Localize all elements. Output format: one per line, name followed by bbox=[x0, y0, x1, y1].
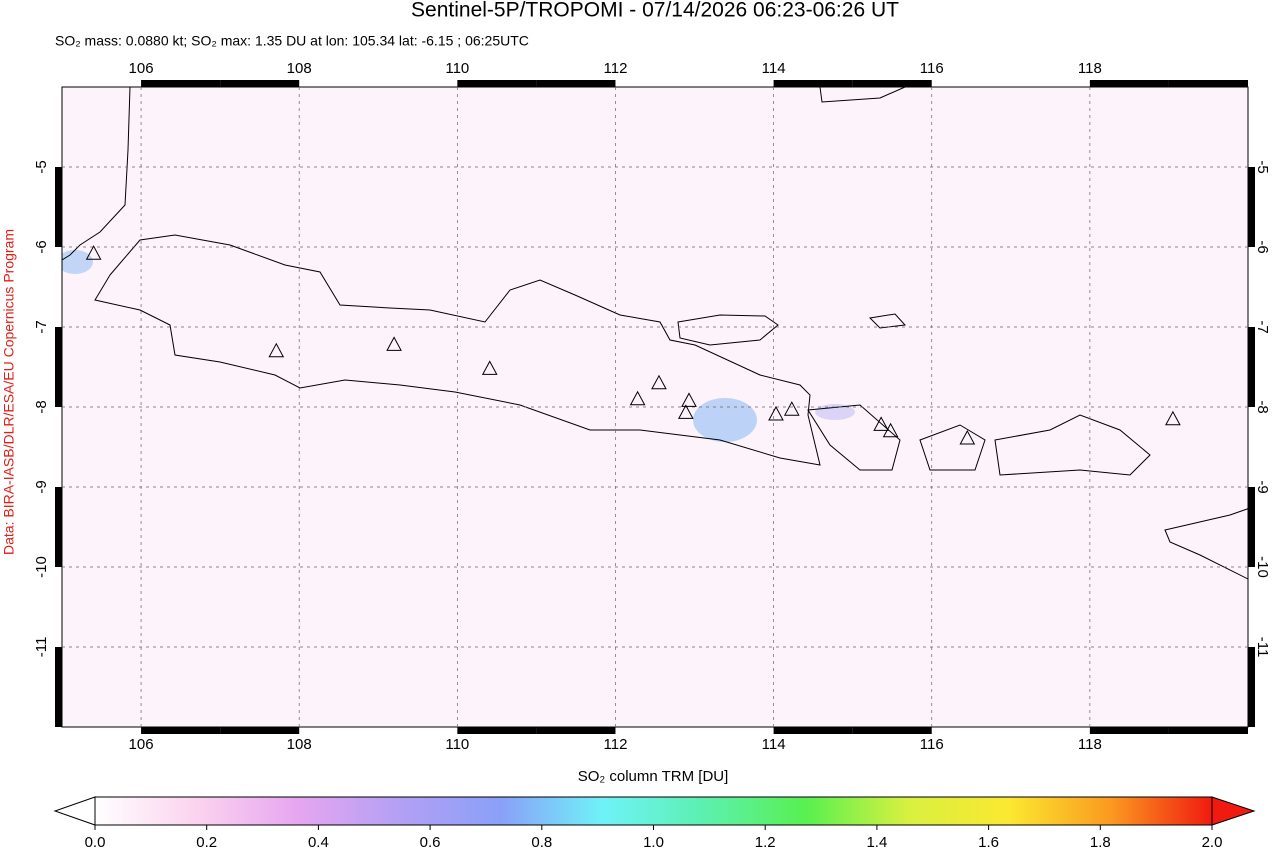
frame-band bbox=[55, 167, 62, 247]
y-tick-label: -8 bbox=[33, 400, 50, 413]
coastline bbox=[62, 87, 131, 261]
colorbar-under bbox=[53, 796, 96, 826]
colorbar-tick-label: 1.4 bbox=[866, 834, 887, 851]
frame-band bbox=[141, 727, 221, 734]
frame-band bbox=[220, 727, 300, 734]
volcano bbox=[677, 404, 694, 419]
map-layer bbox=[62, 87, 1248, 580]
y-tick-label: -5 bbox=[33, 160, 50, 173]
volcano bbox=[959, 429, 976, 445]
colorbar-tick-label: 1.0 bbox=[643, 834, 664, 851]
volcano bbox=[386, 336, 402, 351]
volcano bbox=[268, 342, 285, 358]
y-tick-label: -10 bbox=[1254, 556, 1271, 578]
coastline bbox=[1164, 508, 1248, 580]
frame-band bbox=[55, 327, 62, 407]
coastline bbox=[677, 314, 779, 346]
volcano bbox=[481, 360, 498, 375]
frame-band bbox=[852, 727, 932, 734]
frame-band bbox=[536, 727, 616, 734]
coastline bbox=[868, 313, 907, 329]
x-tick-label: 112 bbox=[604, 60, 628, 77]
x-tick-label: 110 bbox=[445, 60, 469, 77]
x-tick-label: 118 bbox=[1078, 736, 1102, 753]
x-tick-label: 108 bbox=[287, 736, 312, 753]
frame-band bbox=[773, 727, 853, 734]
title: Sentinel-5P/TROPOMI - 07/14/2026 06:23-0… bbox=[411, 0, 899, 22]
colorbar bbox=[94, 796, 1213, 826]
subtitle: SO₂ mass: 0.0880 kt; SO₂ max: 1.35 DU at… bbox=[55, 33, 529, 49]
frame-band bbox=[1089, 80, 1169, 87]
volcano bbox=[873, 416, 889, 431]
x-tick-label: 114 bbox=[762, 736, 786, 753]
frame-band bbox=[1248, 647, 1255, 727]
x-tick-label: 118 bbox=[1078, 60, 1102, 77]
colorbar-tick-label: 0.2 bbox=[196, 834, 217, 851]
y-tick-label: -7 bbox=[33, 320, 50, 333]
frame-band bbox=[852, 80, 932, 87]
coastline bbox=[819, 87, 906, 103]
frame-band bbox=[1089, 727, 1169, 734]
colorbar-tick-label: 0.0 bbox=[85, 834, 106, 851]
y-tick-label: -9 bbox=[33, 480, 50, 493]
x-tick-label: 114 bbox=[762, 60, 786, 77]
volcano bbox=[768, 405, 784, 421]
y-tick-label: -11 bbox=[1254, 637, 1271, 658]
volcano bbox=[882, 422, 899, 438]
colorbar-over bbox=[1211, 796, 1256, 826]
y-tick-label: -7 bbox=[1254, 320, 1271, 333]
so2-plume bbox=[693, 398, 757, 442]
y-tick-label: -6 bbox=[33, 240, 50, 253]
volcano bbox=[681, 392, 697, 407]
x-tick-label: 110 bbox=[445, 736, 469, 753]
frame-band bbox=[220, 80, 300, 87]
colorbar-tick-label: 1.6 bbox=[978, 834, 999, 851]
x-tick-label: 116 bbox=[920, 736, 944, 753]
volcano bbox=[1165, 410, 1181, 426]
x-tick-label: 112 bbox=[604, 736, 628, 753]
frame-band bbox=[1168, 80, 1248, 87]
frame-band bbox=[536, 80, 616, 87]
frame-band bbox=[1248, 327, 1255, 407]
volcano bbox=[85, 245, 102, 260]
colorbar-tick-label: 0.4 bbox=[308, 834, 329, 851]
colorbar-tick-label: 0.8 bbox=[531, 834, 552, 851]
coastline bbox=[94, 234, 821, 466]
frame-band bbox=[1168, 727, 1248, 734]
frame-band bbox=[457, 727, 537, 734]
colorbar-tick-label: 1.2 bbox=[755, 834, 776, 851]
frame-band bbox=[773, 80, 853, 87]
volcano bbox=[629, 390, 646, 406]
y-tick-label: -8 bbox=[1254, 400, 1271, 413]
y-tick-label: -10 bbox=[33, 556, 50, 578]
colorbar-tick-label: 1.8 bbox=[1090, 834, 1111, 851]
x-tick-label: 106 bbox=[129, 736, 154, 753]
colorbar-label: SO₂ column TRM [DU] bbox=[578, 768, 729, 785]
volcano bbox=[651, 374, 667, 390]
x-tick-label: 106 bbox=[129, 60, 154, 77]
frame-band bbox=[1248, 487, 1255, 567]
frame-band bbox=[141, 80, 221, 87]
x-tick-label: 116 bbox=[920, 60, 944, 77]
coastline bbox=[807, 404, 901, 471]
colorbar-tick-label: 0.6 bbox=[420, 834, 441, 851]
frame-band bbox=[1248, 167, 1255, 247]
coastline bbox=[994, 414, 1151, 476]
y-tick-label: -9 bbox=[1254, 480, 1271, 493]
so2-plume bbox=[62, 250, 93, 274]
volcano bbox=[783, 401, 800, 416]
y-tick-label: -11 bbox=[33, 637, 50, 658]
colorbar-tick-label: 2.0 bbox=[1202, 834, 1223, 851]
y-tick-label: -5 bbox=[1254, 160, 1271, 173]
x-tick-label: 108 bbox=[287, 60, 312, 77]
y-tick-label: -6 bbox=[1254, 240, 1271, 253]
coastline bbox=[919, 424, 986, 471]
frame-band bbox=[457, 80, 537, 87]
credit: Data: BIRA-IASB/DLR/ESA/EU Copernicus Pr… bbox=[1, 229, 17, 555]
frame-band bbox=[55, 487, 62, 567]
frame-band bbox=[55, 647, 62, 727]
